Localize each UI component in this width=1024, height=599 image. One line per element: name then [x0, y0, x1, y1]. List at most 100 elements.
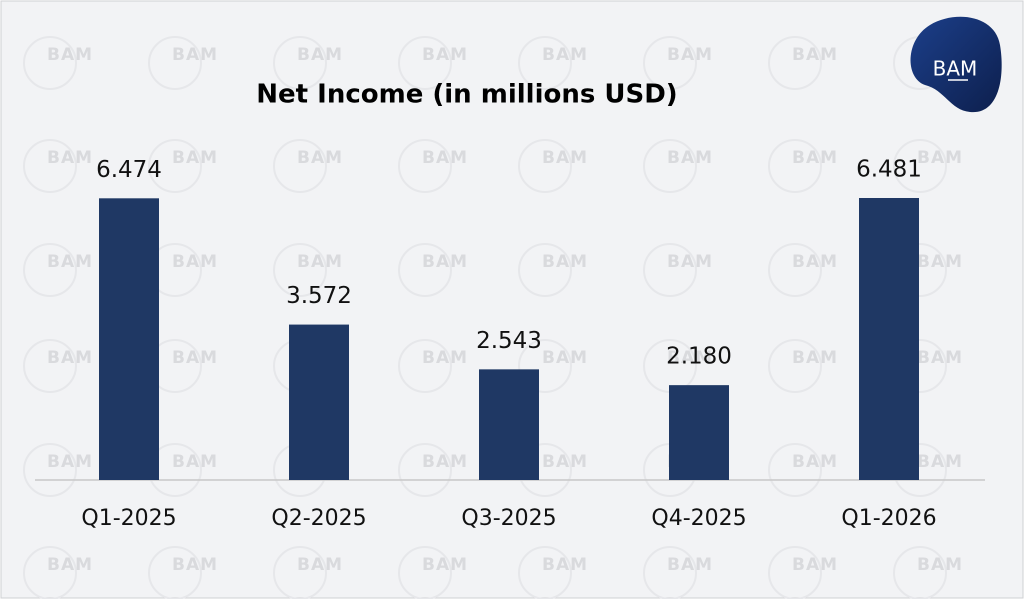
- watermark-circle: [768, 339, 822, 393]
- watermarks: BAM BAM BAM BAM BAM BAM BAM BAM BAM BAM BAM BAM BAM B…: [23, 36, 963, 599]
- watermark: BAM: [422, 452, 468, 472]
- watermark-circle: [518, 546, 572, 599]
- bar: [99, 198, 159, 481]
- watermark-circle: [518, 339, 572, 393]
- watermark: BAM: [297, 555, 343, 575]
- x-tick-label: Q2-2025: [271, 506, 366, 531]
- watermark-circle: [398, 139, 452, 193]
- watermark-circle: [273, 36, 327, 90]
- watermark-circle: [398, 443, 452, 497]
- watermark: BAM: [172, 555, 218, 575]
- watermark: BAM: [667, 148, 713, 168]
- watermark-circle: [768, 443, 822, 497]
- watermark-circle: [643, 139, 697, 193]
- watermark: BAM: [172, 452, 218, 472]
- watermark-circle: [768, 243, 822, 297]
- watermark: BAM: [422, 45, 468, 65]
- watermark-circle: [273, 546, 327, 599]
- watermark: BAM: [667, 555, 713, 575]
- watermark: BAM: [667, 45, 713, 65]
- watermark-circle: [768, 139, 822, 193]
- watermark-circle: [273, 139, 327, 193]
- watermark: BAM: [792, 252, 838, 272]
- x-tick-label: Q3-2025: [461, 506, 556, 531]
- watermark: BAM: [172, 348, 218, 368]
- watermark: BAM: [422, 555, 468, 575]
- watermark: BAM: [542, 148, 588, 168]
- watermark: BAM: [172, 148, 218, 168]
- watermark-circle: [23, 36, 77, 90]
- watermark: BAM: [917, 252, 963, 272]
- watermark-circle: [398, 339, 452, 393]
- watermark: BAM: [542, 348, 588, 368]
- watermark: BAM: [422, 148, 468, 168]
- watermark-circle: [148, 36, 202, 90]
- value-label: 6.474: [96, 157, 162, 183]
- watermark: BAM: [667, 348, 713, 368]
- value-label: 3.572: [286, 283, 352, 309]
- watermark-circle: [768, 546, 822, 599]
- logo-shape: [910, 16, 1002, 113]
- bar: [669, 385, 729, 480]
- watermark-circle: [23, 443, 77, 497]
- watermark: BAM: [667, 252, 713, 272]
- watermark-circle: [518, 243, 572, 297]
- watermark-circle: [893, 546, 947, 599]
- watermark: BAM: [917, 348, 963, 368]
- watermark: BAM: [297, 45, 343, 65]
- watermark: BAM: [542, 45, 588, 65]
- watermark: BAM: [47, 45, 93, 65]
- watermark-circle: [148, 546, 202, 599]
- watermark-circle: [518, 36, 572, 90]
- logo-text: BAM: [933, 57, 978, 81]
- watermark: BAM: [542, 252, 588, 272]
- watermark: BAM: [47, 252, 93, 272]
- watermark-circle: [23, 339, 77, 393]
- watermark: BAM: [792, 348, 838, 368]
- watermark: BAM: [422, 252, 468, 272]
- chart-title: Net Income (in millions USD): [256, 80, 677, 110]
- watermark-circle: [398, 36, 452, 90]
- watermark: BAM: [47, 148, 93, 168]
- bar: [479, 369, 539, 480]
- watermark: BAM: [917, 555, 963, 575]
- watermark: BAM: [172, 45, 218, 65]
- watermark-circle: [148, 139, 202, 193]
- watermark: BAM: [792, 555, 838, 575]
- watermark-circle: [398, 546, 452, 599]
- watermark-circle: [23, 139, 77, 193]
- watermark-circle: [893, 139, 947, 193]
- watermark-circle: [23, 243, 77, 297]
- value-label: 6.481: [856, 157, 922, 183]
- x-tick-label: Q4-2025: [651, 506, 746, 531]
- x-tick-label: Q1-2026: [841, 506, 936, 531]
- watermark: BAM: [172, 252, 218, 272]
- watermark-circle: [643, 546, 697, 599]
- watermark: BAM: [422, 348, 468, 368]
- watermark-circle: [23, 546, 77, 599]
- watermark: BAM: [792, 452, 838, 472]
- watermark-circle: [643, 36, 697, 90]
- watermark-circle: [518, 139, 572, 193]
- watermark: BAM: [917, 148, 963, 168]
- watermark-circle: [768, 36, 822, 90]
- watermark: BAM: [47, 452, 93, 472]
- watermark: BAM: [297, 148, 343, 168]
- logo: BAM: [910, 16, 1002, 113]
- value-label: 2.180: [666, 344, 732, 370]
- watermark: BAM: [542, 452, 588, 472]
- watermark: BAM: [792, 148, 838, 168]
- watermark: BAM: [917, 452, 963, 472]
- watermark-circle: [643, 243, 697, 297]
- watermark: BAM: [47, 555, 93, 575]
- watermark: BAM: [47, 348, 93, 368]
- bar: [859, 198, 919, 480]
- bar: [289, 324, 349, 480]
- x-tick-label: Q1-2025: [81, 506, 176, 531]
- watermark: BAM: [792, 45, 838, 65]
- watermark: BAM: [297, 252, 343, 272]
- watermark: BAM: [542, 555, 588, 575]
